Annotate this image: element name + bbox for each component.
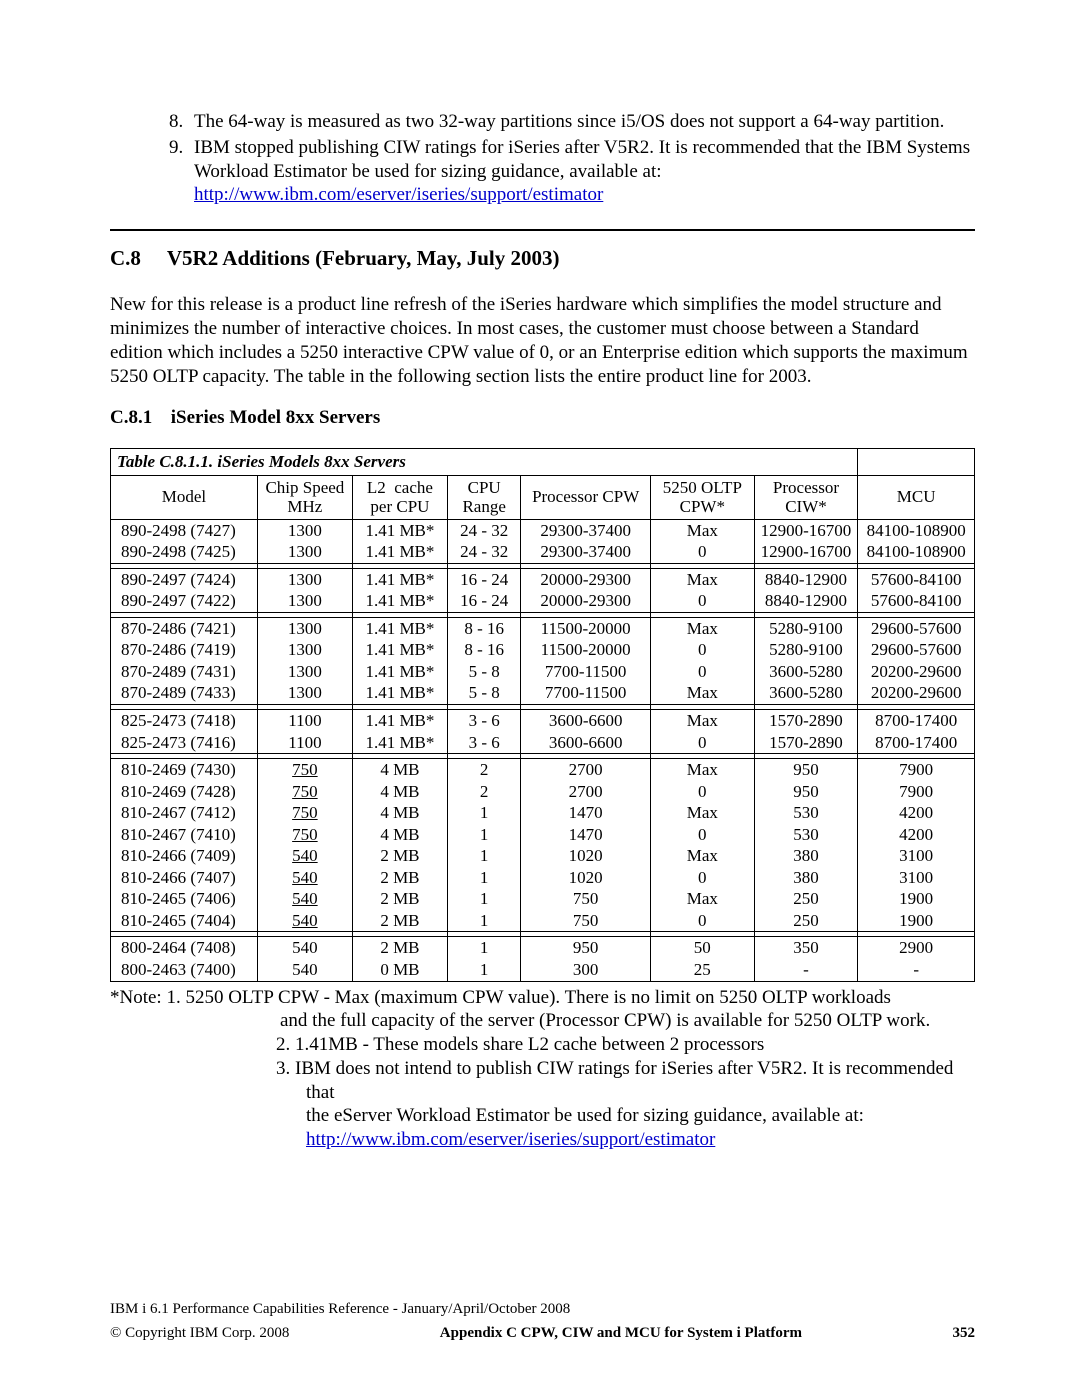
list-item-8: The 64-way is measured as two 32-way par…	[188, 110, 975, 134]
table-caption-row: Table C.8.1.1. iSeries Models 8xx Server…	[111, 449, 975, 476]
section-title: V5R2 Additions (February, May, July 2003…	[167, 246, 560, 270]
note-1-cont: and the full capacity of the server (Pro…	[110, 1009, 975, 1033]
servers-table: Table C.8.1.1. iSeries Models 8xx Server…	[110, 448, 975, 982]
note-3b: the eServer Workload Estimator be used f…	[110, 1104, 975, 1128]
table-row: 810-2466 (7407)5402 MB1102003803100	[111, 867, 975, 889]
section-number: C.8	[110, 245, 162, 271]
col-model: Model	[111, 475, 258, 519]
col-mcu: MCU	[858, 475, 975, 519]
table-header-row: Model Chip SpeedMHz L2 cacheper CPU CPUR…	[111, 475, 975, 519]
page: The 64-way is measured as two 32-way par…	[0, 0, 1080, 1397]
col-oltp: 5250 OLTPCPW*	[650, 475, 754, 519]
table-row: 890-2497 (7422)13001.41 MB*16 - 2420000-…	[111, 590, 975, 612]
subsection-number: C.8.1	[110, 406, 166, 430]
note-2: 2. 1.41MB - These models share L2 cache …	[110, 1033, 975, 1057]
table-row: 825-2473 (7416)11001.41 MB*3 - 63600-660…	[111, 732, 975, 754]
section-rule	[110, 229, 975, 231]
estimator-link-2[interactable]: http://www.ibm.com/eserver/iseries/suppo…	[306, 1129, 715, 1150]
subsection-title: iSeries Model 8xx Servers	[171, 407, 380, 428]
table-row: 810-2465 (7404)5402 MB175002501900	[111, 910, 975, 932]
section-body: New for this release is a product line r…	[110, 293, 975, 388]
col-cpu: CPURange	[447, 475, 520, 519]
table-row: 890-2498 (7425)13001.41 MB*24 - 3229300-…	[111, 541, 975, 563]
note-3-link-wrap: http://www.ibm.com/eserver/iseries/suppo…	[110, 1128, 975, 1152]
section-heading: C.8 V5R2 Additions (February, May, July …	[110, 245, 975, 271]
table-row: 810-2469 (7428)7504 MB2270009507900	[111, 781, 975, 803]
table-caption: Table C.8.1.1. iSeries Models 8xx Server…	[111, 449, 521, 476]
note-1: *Note: 1. 5250 OLTP CPW - Max (maximum C…	[110, 986, 975, 1010]
footer-copyright: © Copyright IBM Corp. 2008	[110, 1324, 289, 1343]
note-3a: 3. IBM does not intend to publish CIW ra…	[110, 1057, 975, 1105]
table-row: 825-2473 (7418)11001.41 MB*3 - 63600-660…	[111, 710, 975, 732]
table-row: 800-2464 (7408)5402 MB1950503502900	[111, 937, 975, 959]
subsection-heading: C.8.1 iSeries Model 8xx Servers	[110, 406, 975, 430]
table-row: 870-2489 (7431)13001.41 MB*5 - 87700-115…	[111, 661, 975, 683]
list-item-9-text: IBM stopped publishing CIW ratings for i…	[194, 137, 970, 182]
table-row: 810-2466 (7409)5402 MB11020Max3803100	[111, 845, 975, 867]
col-pcpw: Processor CPW	[521, 475, 651, 519]
page-footer: IBM i 6.1 Performance Capabilities Refer…	[110, 1300, 975, 1344]
table-row: 870-2489 (7433)13001.41 MB*5 - 87700-115…	[111, 682, 975, 704]
table-row: 810-2465 (7406)5402 MB1750Max2501900	[111, 888, 975, 910]
table-row: 870-2486 (7419)13001.41 MB*8 - 1611500-2…	[111, 639, 975, 661]
list-item-8-text: The 64-way is measured as two 32-way par…	[194, 111, 944, 132]
table-row: 800-2463 (7400)5400 MB130025--	[111, 959, 975, 981]
footer-appendix: Appendix C CPW, CIW and MCU for System i…	[440, 1324, 802, 1343]
footer-line1: IBM i 6.1 Performance Capabilities Refer…	[110, 1300, 975, 1319]
list-item-9: IBM stopped publishing CIW ratings for i…	[188, 136, 975, 207]
col-mhz: Chip SpeedMHz	[257, 475, 352, 519]
table-notes: *Note: 1. 5250 OLTP CPW - Max (maximum C…	[110, 986, 975, 1152]
table-row: 810-2467 (7410)7504 MB1147005304200	[111, 824, 975, 846]
estimator-link-1[interactable]: http://www.ibm.com/eserver/iseries/suppo…	[194, 184, 603, 205]
col-l2: L2 cacheper CPU	[352, 475, 447, 519]
col-ciw: ProcessorCIW*	[754, 475, 858, 519]
continued-list: The 64-way is measured as two 32-way par…	[110, 110, 975, 207]
table-row: 890-2497 (7424)13001.41 MB*16 - 2420000-…	[111, 568, 975, 590]
table-row: 870-2486 (7421)13001.41 MB*8 - 1611500-2…	[111, 617, 975, 639]
footer-page-number: 352	[952, 1324, 975, 1343]
table-row: 810-2469 (7430)7504 MB22700Max9507900	[111, 759, 975, 781]
table-row: 890-2498 (7427)13001.41 MB*24 - 3229300-…	[111, 519, 975, 541]
table-row: 810-2467 (7412)7504 MB11470Max5304200	[111, 802, 975, 824]
